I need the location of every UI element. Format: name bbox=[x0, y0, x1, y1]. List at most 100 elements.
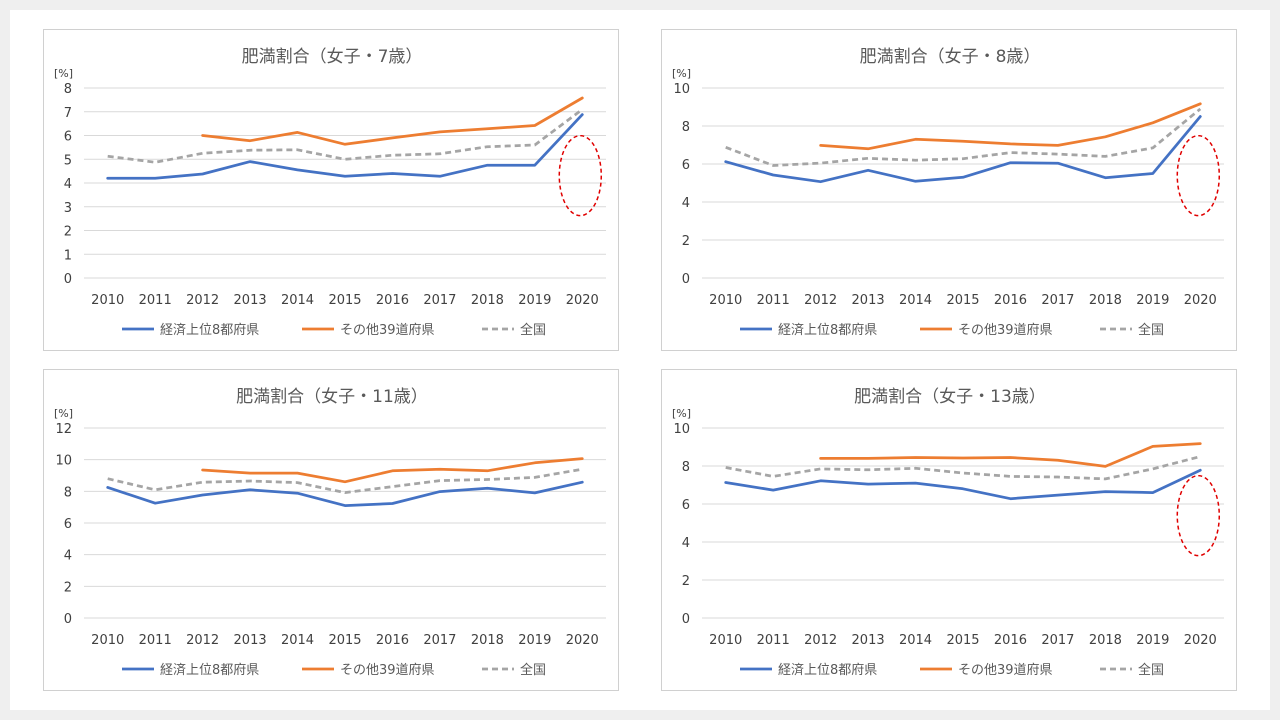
x-tick-label: 2016 bbox=[994, 293, 1027, 308]
legend-label: その他39道府県 bbox=[340, 323, 435, 338]
legend-item-2: その他39道府県 bbox=[302, 323, 435, 338]
x-tick-label: 2015 bbox=[946, 293, 979, 308]
x-tick-label: 2013 bbox=[234, 633, 267, 648]
chart-title: 肥満割合（女子・11歳） bbox=[236, 387, 428, 407]
x-tick-label: 2013 bbox=[234, 293, 267, 308]
x-tick-label: 2016 bbox=[376, 293, 409, 308]
legend-label: 全国 bbox=[1138, 662, 1164, 678]
x-tick-label: 2010 bbox=[709, 293, 742, 308]
x-tick-label: 2019 bbox=[1136, 633, 1169, 648]
x-tick-label: 2010 bbox=[709, 633, 742, 648]
y-tick-label: 0 bbox=[64, 612, 72, 627]
series-line-2 bbox=[819, 442, 1202, 468]
x-tick-label: 2016 bbox=[994, 633, 1027, 648]
x-tick-label: 2019 bbox=[1136, 293, 1169, 308]
x-tick-label: 2014 bbox=[281, 293, 314, 308]
x-tick-label: 2019 bbox=[518, 293, 551, 308]
y-tick-label: 7 bbox=[64, 106, 72, 121]
x-tick-label: 2018 bbox=[471, 633, 504, 648]
x-tick-label: 2014 bbox=[899, 633, 932, 648]
y-tick-label: 4 bbox=[682, 196, 690, 211]
y-tick-label: 8 bbox=[682, 120, 690, 135]
chart-panel-girls-age-7: 肥満割合（女子・7歳） [%] 0 1 2 3 4 5 6 7 8 2010 2011 2012 2013 2… bbox=[43, 29, 619, 351]
legend-label: 全国 bbox=[520, 322, 546, 338]
y-tick-label: 2 bbox=[682, 234, 690, 249]
series-line-3 bbox=[107, 467, 583, 494]
series-line-3 bbox=[107, 108, 584, 164]
y-tick-label: 2 bbox=[64, 225, 72, 240]
legend-item-1: 経済上位8都府県 bbox=[740, 322, 877, 338]
series-line-1 bbox=[106, 480, 584, 507]
x-tick-label: 2012 bbox=[804, 293, 837, 308]
x-tick-label: 2018 bbox=[1089, 293, 1122, 308]
y-tick-label: 6 bbox=[64, 130, 72, 145]
y-unit-label: [%] bbox=[54, 67, 73, 80]
legend-item-2: その他39道府県 bbox=[920, 663, 1053, 678]
x-tick-label: 2011 bbox=[139, 293, 172, 308]
x-tick-label: 2016 bbox=[376, 633, 409, 648]
y-unit-label: [%] bbox=[54, 407, 73, 420]
y-tick-label: 2 bbox=[682, 574, 690, 589]
y-tick-label: 6 bbox=[682, 498, 690, 513]
y-tick-label: 6 bbox=[64, 517, 72, 532]
y-tick-label: 10 bbox=[673, 422, 690, 437]
x-tick-label: 2018 bbox=[471, 293, 504, 308]
y-tick-label: 4 bbox=[64, 549, 72, 564]
chart-panel-girls-age-8: 肥満割合（女子・8歳） [%] 0 2 4 6 8 10 2010 2011 2012 2013 201… bbox=[661, 29, 1237, 351]
x-tick-label: 2012 bbox=[804, 633, 837, 648]
legend-label: 経済上位8都府県 bbox=[778, 662, 877, 678]
y-tick-label: 10 bbox=[673, 82, 690, 97]
x-tick-label: 2015 bbox=[946, 633, 979, 648]
x-tick-label: 2010 bbox=[91, 293, 124, 308]
slide: 肥満割合（女子・7歳） [%] 0 1 2 3 4 5 6 7 8 2010 2011 2012 2013 2… bbox=[10, 10, 1270, 710]
y-tick-label: 12 bbox=[55, 422, 72, 437]
series-line-1 bbox=[106, 113, 584, 180]
legend-label: その他39道府県 bbox=[958, 663, 1053, 678]
highlight-ellipse bbox=[1176, 134, 1221, 217]
y-tick-label: 5 bbox=[64, 153, 72, 168]
y-tick-label: 4 bbox=[682, 536, 690, 551]
chart-girls-age-8: 肥満割合（女子・8歳） [%] 0 2 4 6 8 10 2010 2011 2012 2013 201… bbox=[672, 47, 1224, 338]
series-line-1 bbox=[724, 468, 1202, 501]
x-tick-label: 2017 bbox=[423, 633, 456, 648]
x-tick-label: 2011 bbox=[757, 633, 790, 648]
x-tick-label: 2020 bbox=[1184, 293, 1217, 308]
x-tick-label: 2015 bbox=[328, 293, 361, 308]
x-tick-label: 2017 bbox=[1041, 633, 1074, 648]
y-tick-label: 3 bbox=[64, 201, 72, 216]
x-tick-label: 2012 bbox=[186, 633, 219, 648]
y-tick-label: 2 bbox=[64, 580, 72, 595]
y-tick-label: 0 bbox=[682, 612, 690, 627]
chart-panel-girls-age-11: 肥満割合（女子・11歳） [%] 0 2 4 6 8 10 12 2010 2011 2012 2013… bbox=[43, 369, 619, 691]
y-tick-label: 0 bbox=[64, 272, 72, 287]
chart-girls-age-11: 肥満割合（女子・11歳） [%] 0 2 4 6 8 10 12 2010 2011 2012 2013… bbox=[54, 387, 606, 678]
legend-label: 経済上位8都府県 bbox=[778, 322, 877, 338]
y-tick-label: 8 bbox=[64, 485, 72, 500]
series-line-2 bbox=[201, 457, 584, 484]
chart-girls-age-13: 肥満割合（女子・13歳） [%] 0 2 4 6 8 10 2010 2011 2012 2013 20… bbox=[672, 387, 1224, 678]
x-tick-label: 2014 bbox=[899, 293, 932, 308]
legend-label: 経済上位8都府県 bbox=[160, 322, 259, 338]
legend-item-2: その他39道府県 bbox=[920, 323, 1053, 338]
legend-label: その他39道府県 bbox=[958, 323, 1053, 338]
legend-item-1: 経済上位8都府県 bbox=[740, 662, 877, 678]
x-tick-label: 2011 bbox=[757, 293, 790, 308]
legend-item-3: 全国 bbox=[1100, 322, 1164, 338]
x-tick-label: 2011 bbox=[139, 633, 172, 648]
x-tick-label: 2017 bbox=[1041, 293, 1074, 308]
legend-label: 経済上位8都府県 bbox=[160, 662, 259, 678]
x-tick-label: 2018 bbox=[1089, 633, 1122, 648]
x-tick-label: 2012 bbox=[186, 293, 219, 308]
x-tick-label: 2020 bbox=[1184, 633, 1217, 648]
x-tick-label: 2013 bbox=[852, 293, 885, 308]
series-line-3 bbox=[725, 455, 1201, 481]
chart-girls-age-7: 肥満割合（女子・7歳） [%] 0 1 2 3 4 5 6 7 8 2010 2011 2012 2013 2… bbox=[54, 47, 606, 338]
series-line-1 bbox=[724, 115, 1202, 184]
y-tick-label: 4 bbox=[64, 177, 72, 192]
highlight-ellipse bbox=[1176, 474, 1221, 557]
y-unit-label: [%] bbox=[672, 407, 691, 420]
legend-item-3: 全国 bbox=[1100, 662, 1164, 678]
highlight-ellipse bbox=[558, 134, 603, 217]
series-line-2 bbox=[819, 102, 1202, 151]
legend-item-1: 経済上位8都府県 bbox=[122, 322, 259, 338]
